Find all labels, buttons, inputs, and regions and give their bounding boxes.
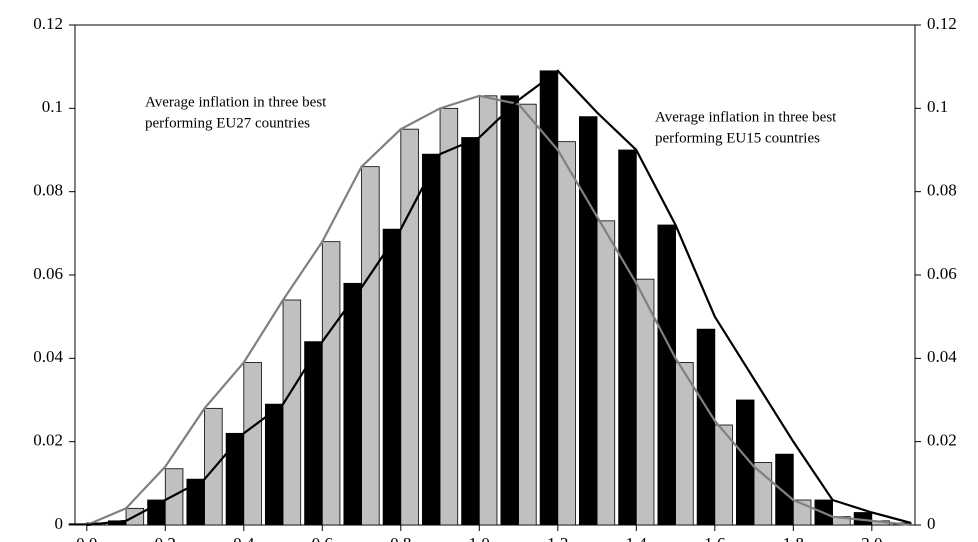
bar: [500, 95, 519, 526]
bar: [361, 166, 380, 526]
x-tick-label: 1.6: [704, 534, 725, 542]
annotation: Average inflation in three best: [145, 94, 327, 110]
bar: [243, 362, 262, 526]
x-tick-label: 0.2: [155, 534, 176, 542]
y-tick-label: 0.04: [33, 347, 63, 366]
x-tick-label: 2.0: [861, 534, 882, 542]
bar: [68, 523, 88, 526]
bar: [225, 432, 245, 526]
y2-tick-label: 0.06: [927, 264, 957, 283]
bar: [304, 341, 323, 526]
bar: [696, 328, 716, 526]
bar: [343, 282, 362, 526]
bar: [714, 424, 733, 526]
bar: [400, 128, 419, 526]
bar: [264, 403, 284, 526]
bar: [657, 224, 676, 526]
bar: [439, 107, 459, 526]
annotation: Average inflation in three best: [655, 109, 837, 125]
line: [86, 94, 912, 527]
y2-tick-label: 0.02: [927, 431, 957, 450]
y2-tick-label: 0.1: [927, 97, 948, 116]
x-tick-label: 1.2: [547, 534, 568, 542]
bar: [578, 116, 598, 526]
bar: [478, 95, 498, 526]
y-tick-label: 0.02: [33, 431, 63, 450]
bar: [421, 153, 441, 526]
annotation: performing EU27 countries: [145, 115, 310, 131]
bar: [775, 453, 794, 526]
bar: [753, 462, 773, 526]
bar: [635, 278, 655, 526]
x-tick-label: 1.4: [626, 534, 648, 542]
x-tick-label: 1.8: [783, 534, 804, 542]
bar: [164, 468, 184, 526]
y-tick-label: 0: [55, 514, 64, 533]
line: [86, 69, 912, 527]
bar: [618, 149, 637, 526]
bar: [382, 228, 402, 526]
bar: [596, 220, 616, 526]
x-tick-label: 0.0: [76, 534, 97, 542]
y-tick-label: 0.12: [33, 14, 63, 33]
y-tick-label: 0.08: [33, 181, 63, 200]
x-tick-label: 0.6: [312, 534, 333, 542]
annotation: performing EU15 countries: [655, 130, 820, 146]
x-tick-label: 0.4: [233, 534, 255, 542]
y-tick-label: 0.06: [33, 264, 63, 283]
bar: [282, 299, 302, 526]
y2-tick-label: 0: [927, 514, 936, 533]
y2-tick-label: 0.08: [927, 181, 957, 200]
bar: [461, 137, 480, 526]
bar: [204, 407, 223, 526]
y-tick-label: 0.1: [42, 97, 63, 116]
y2-tick-label: 0.04: [927, 347, 957, 366]
bar: [557, 141, 576, 526]
x-tick-label: 0.8: [390, 534, 411, 542]
x-tick-label: 1.0: [469, 534, 490, 542]
bar: [518, 103, 537, 526]
bar: [675, 362, 694, 526]
y2-tick-label: 0.12: [927, 14, 957, 33]
bar: [321, 241, 341, 526]
